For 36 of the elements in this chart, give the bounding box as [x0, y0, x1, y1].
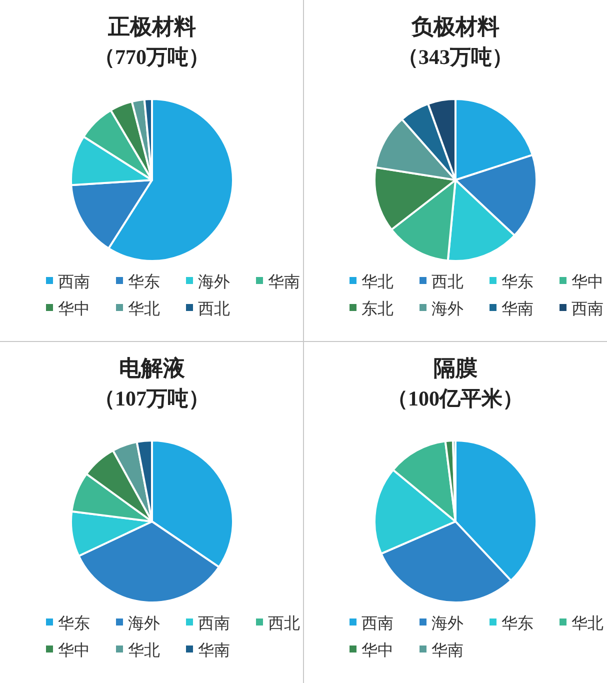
chart-title: 负极材料: [410, 14, 500, 39]
legend-label: 华南: [198, 640, 230, 660]
legend-label: 华东: [128, 272, 160, 291]
legend-label: 华北: [362, 272, 394, 291]
legend-label: 西南: [362, 614, 394, 632]
legend-label: 西南: [198, 614, 230, 632]
chart-subtitle: （770万吨）: [94, 45, 210, 69]
chart-title: 隔膜: [433, 356, 478, 380]
legend-label: 海外: [432, 614, 464, 632]
legend-label: 东北: [362, 299, 394, 318]
chart-subtitle: （343万吨）: [398, 45, 513, 69]
legend-label: 华中: [58, 640, 90, 660]
legend-label: 海外: [128, 614, 160, 632]
legend-label: 华中: [572, 272, 604, 291]
legend-label: 西北: [268, 614, 300, 632]
legend-label: 华南: [502, 299, 534, 318]
chart-subtitle: （107万吨）: [94, 386, 210, 410]
chart-subtitle: （100亿平米）: [387, 386, 524, 410]
chart-title: 电解液: [118, 356, 186, 380]
legend-label: 华南: [268, 272, 300, 291]
legend-label: 西北: [432, 272, 464, 291]
legend-label: 海外: [432, 299, 464, 318]
legend-label: 华北: [128, 299, 160, 318]
legend-label: 西南: [58, 272, 90, 291]
legend-label: 华北: [128, 640, 160, 660]
chart-title: 正极材料: [106, 14, 196, 39]
legend-label: 华中: [362, 640, 394, 660]
legend-label: 华北: [572, 614, 604, 632]
legend-label: 华东: [58, 614, 90, 632]
legend-label: 西南: [572, 299, 604, 318]
legend-label: 西北: [198, 299, 230, 318]
legend-label: 华中: [58, 299, 90, 318]
legend-label: 海外: [198, 272, 230, 291]
legend-label: 华南: [432, 640, 464, 660]
legend-label: 华东: [502, 614, 534, 632]
legend-label: 华东: [502, 272, 534, 291]
